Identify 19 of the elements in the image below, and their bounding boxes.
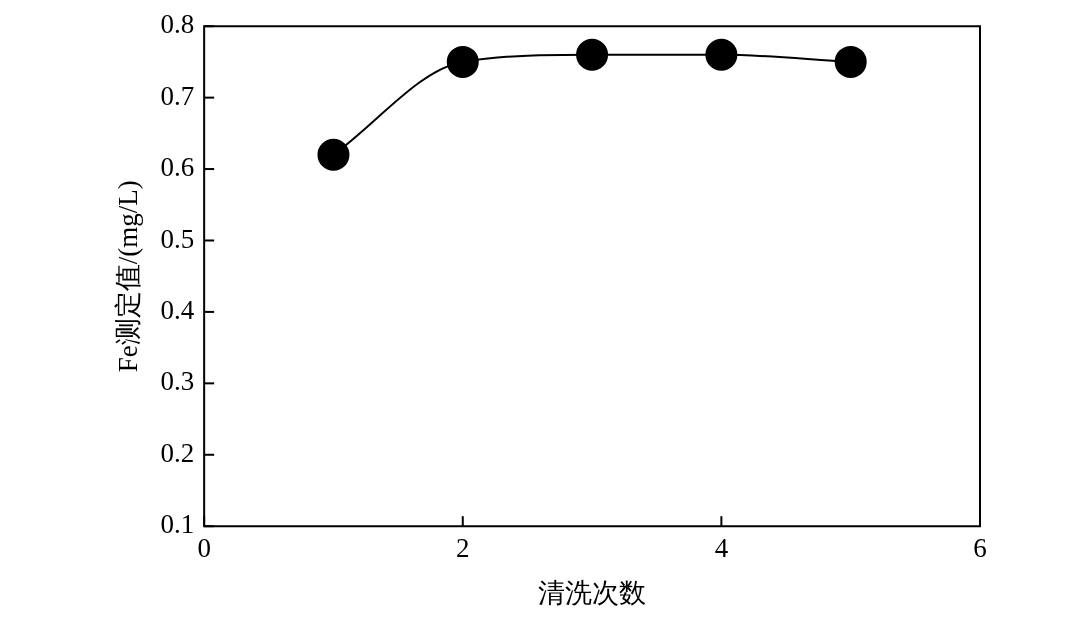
y-tick-label: 0.8: [160, 9, 195, 40]
y-tick-label: 0.6: [160, 152, 195, 183]
y-axis-title: Fe测定值/(mg/L): [113, 180, 144, 373]
y-tick-label: 0.7: [160, 80, 195, 111]
point: [576, 38, 609, 71]
y-tick-label: 0.5: [160, 223, 195, 254]
point: [705, 38, 738, 71]
y-tick-label: 0.1: [160, 509, 195, 540]
y-tick-label: 0.2: [160, 437, 195, 468]
x-tick-label: 0: [197, 533, 211, 564]
point: [317, 138, 350, 171]
y-tick-label: 0.3: [160, 366, 195, 397]
point: [446, 45, 479, 78]
x-tick-label: 2: [456, 533, 470, 564]
y-tick-label: 0.4: [160, 295, 195, 326]
x-tick-label: 6: [973, 533, 987, 564]
point: [834, 45, 867, 78]
x-tick-label: 4: [714, 533, 729, 564]
x-axis-title: 清洗次数: [538, 577, 647, 608]
